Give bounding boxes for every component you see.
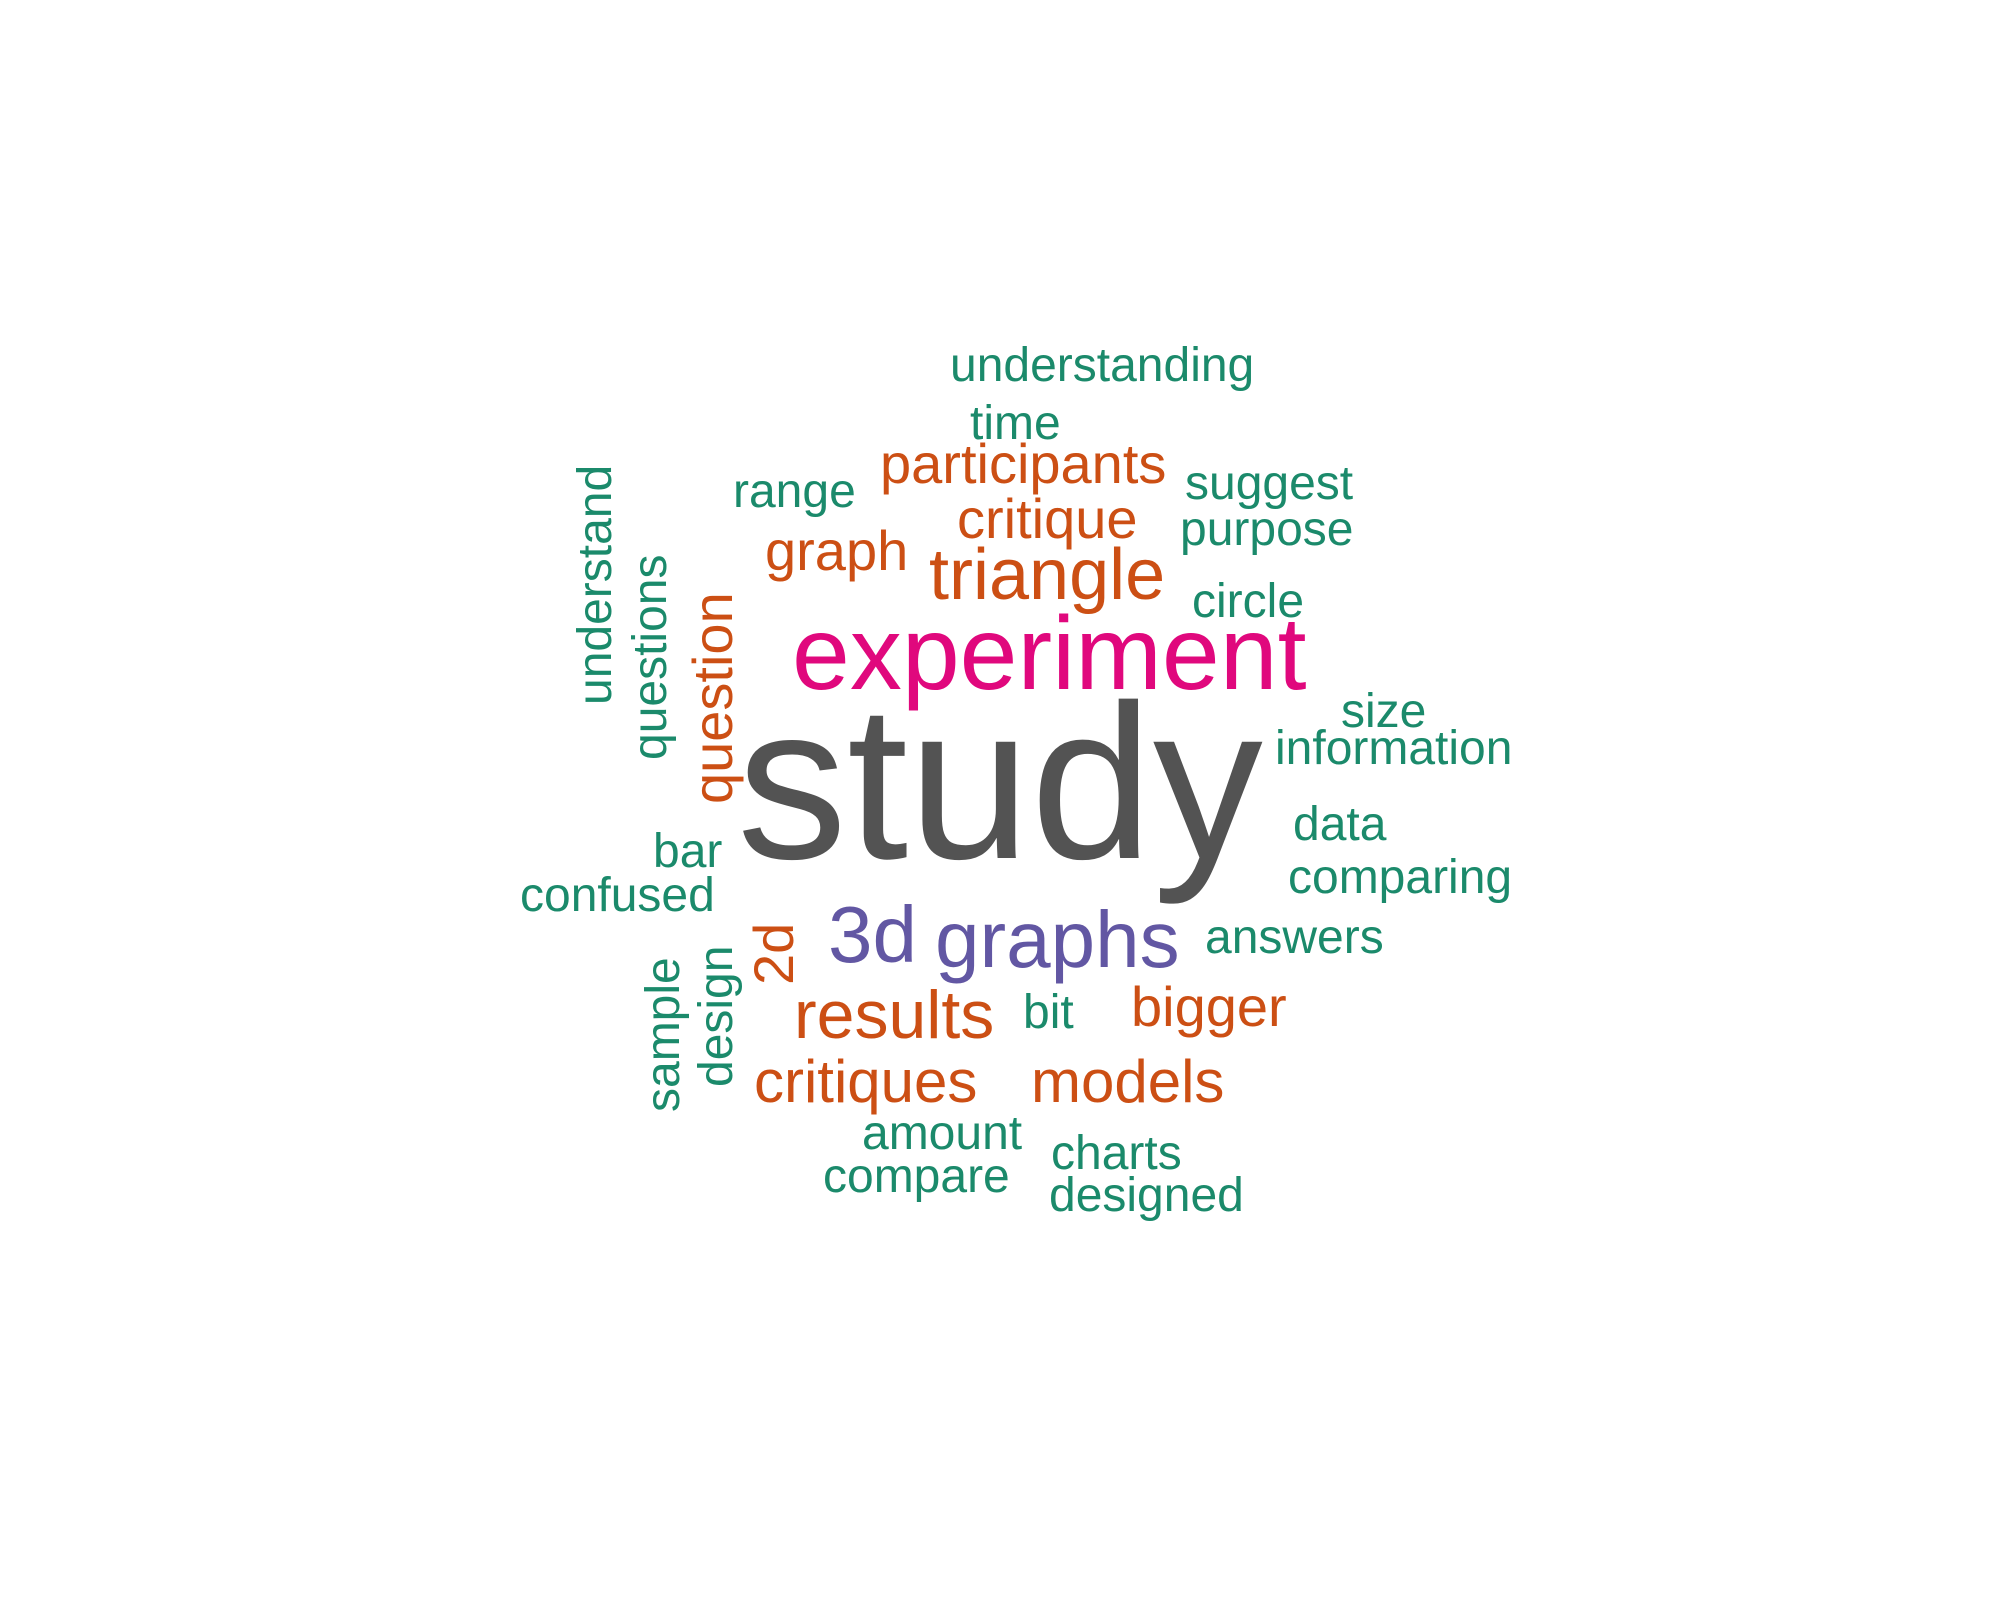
word-bigger: bigger: [1131, 975, 1287, 1038]
word-range: range: [733, 465, 856, 518]
word-question: question: [681, 592, 744, 804]
word-sample: sample: [637, 957, 690, 1112]
word-circle: circle: [1192, 575, 1305, 628]
word-compare: compare: [823, 1150, 1010, 1203]
word-design: design: [690, 945, 743, 1087]
word-time: time: [970, 397, 1061, 450]
word-triangle: triangle: [929, 535, 1166, 615]
word-experiment: experiment: [792, 596, 1307, 712]
word-critiques: critiques: [754, 1048, 978, 1115]
word-designed: designed: [1049, 1169, 1244, 1222]
word-participants: participants: [880, 432, 1167, 495]
word-bit: bit: [1023, 986, 1074, 1039]
word-information: information: [1275, 722, 1513, 775]
word-results: results: [794, 977, 995, 1053]
word-understanding: understanding: [950, 339, 1255, 392]
word-comparing: comparing: [1288, 851, 1513, 904]
word-answers: answers: [1205, 911, 1384, 964]
word-3d: 3d: [828, 890, 917, 979]
word-purpose: purpose: [1180, 503, 1354, 556]
word-amount: amount: [862, 1107, 1023, 1160]
word-size: size: [1341, 685, 1427, 738]
word-understand: understand: [569, 464, 622, 705]
word-critique: critique: [957, 487, 1138, 550]
word-models: models: [1031, 1048, 1225, 1115]
word-suggest: suggest: [1185, 457, 1354, 510]
word-questions: questions: [624, 554, 677, 760]
word-charts: charts: [1051, 1127, 1182, 1180]
word-2d: 2d: [742, 922, 805, 985]
word-confused: confused: [520, 869, 715, 922]
word-graphs: graphs: [935, 895, 1180, 984]
word-bar: bar: [653, 825, 723, 878]
word-data: data: [1293, 798, 1387, 851]
word-study: study: [737, 659, 1263, 905]
word-graph: graph: [765, 519, 909, 582]
